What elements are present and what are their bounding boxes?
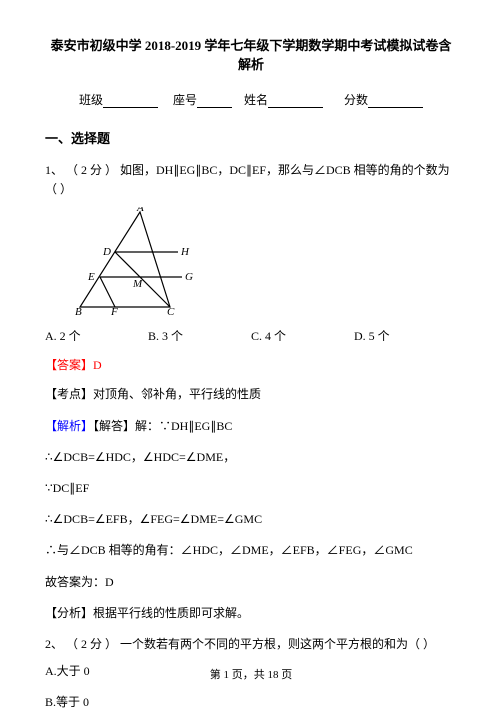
jiexi-label: 【解析】: [45, 419, 93, 433]
q1-line-4: 故答案为：D: [45, 573, 457, 592]
q1-answer: 【答案】D: [45, 356, 457, 373]
class-blank: [103, 107, 158, 108]
q1-option-d: D. 5 个: [354, 327, 457, 344]
label-a: A: [136, 207, 144, 214]
label-g: G: [185, 271, 193, 283]
score-blank: [368, 107, 423, 108]
page-footer: 第 1 页，共 18 页: [0, 666, 502, 682]
label-b: B: [75, 306, 82, 317]
q1-kaodian: 【考点】对顶角、邻补角，平行线的性质: [45, 385, 457, 404]
q2-option-b: B.等于 0: [45, 693, 457, 712]
name-blank: [268, 107, 323, 108]
seat-blank: [197, 107, 232, 108]
line-ef: [100, 277, 115, 307]
q1-line-5: 【分析】根据平行线的性质即可求解。: [45, 604, 457, 623]
label-d: D: [102, 246, 111, 258]
fill-blanks-row: 班级 座号 姓名 分数: [45, 91, 457, 108]
q1-option-a: A. 2 个: [45, 327, 148, 344]
q1-line-3: ∴与∠DCB 相等的角有：∠HDC，∠DME，∠EFB，∠FEG，∠GMC: [45, 541, 457, 560]
q1-option-b: B. 3 个: [148, 327, 251, 344]
q1-line-1: ∵DC∥EF: [45, 479, 457, 498]
q1-jiexi: 【解析】【解答】解：∵DH∥EG∥BC: [45, 417, 457, 436]
answer-value: D: [93, 358, 102, 372]
q1-line-2: ∴∠DCB=∠EFB，∠FEG=∠DME=∠GMC: [45, 510, 457, 529]
q1-figure: A B C D H E G F M: [75, 207, 457, 321]
page-title: 泰安市初级中学 2018-2019 学年七年级下学期数学期中考试模拟试卷含解析: [45, 35, 457, 73]
name-label: 姓名: [244, 93, 268, 107]
q2-stem: 2、 （ 2 分 ） 一个数若有两个不同的平方根，则这两个平方根的和为（ ）: [45, 635, 457, 654]
answer-label: 【答案】: [45, 358, 93, 372]
label-m: M: [132, 278, 143, 290]
q1-stem: 1、 （ 2 分 ） 如图，DH∥EG∥BC，DC∥EF，那么与∠DCB 相等的…: [45, 161, 457, 199]
label-h: H: [180, 246, 190, 258]
q1-line-0: ∴∠DCB=∠HDC，∠HDC=∠DME，: [45, 448, 457, 467]
seat-label: 座号: [173, 93, 197, 107]
q1-option-c: C. 4 个: [251, 327, 354, 344]
label-c: C: [167, 306, 175, 317]
label-f: F: [110, 306, 118, 317]
class-label: 班级: [79, 93, 103, 107]
score-label: 分数: [344, 93, 368, 107]
q1-options: A. 2 个 B. 3 个 C. 4 个 D. 5 个: [45, 327, 457, 344]
label-e: E: [87, 271, 95, 283]
jiexi-text: 【解答】解：∵DH∥EG∥BC: [93, 419, 232, 433]
section-heading: 一、选择题: [45, 128, 457, 147]
